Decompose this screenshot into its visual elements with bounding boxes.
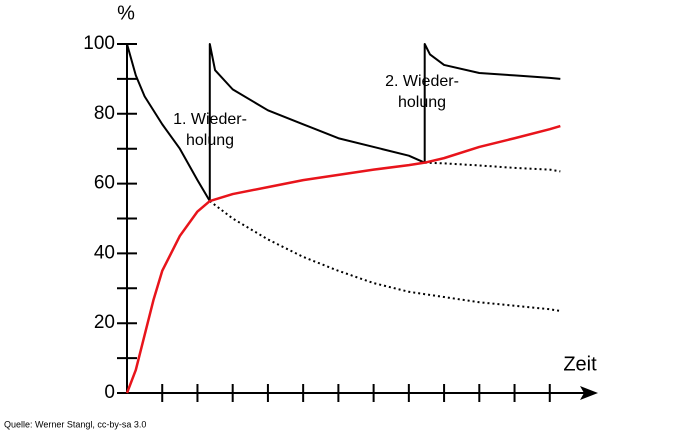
- curve: [125, 124, 561, 394]
- y-tick-label: 20: [94, 312, 115, 333]
- annotation: holung: [398, 94, 446, 111]
- x-axis-label: Zeit: [563, 353, 597, 375]
- annotation: holung: [186, 132, 234, 149]
- curve: [126, 43, 211, 202]
- source: Quelle: Werner Stangl, cc-by-sa 3.0: [4, 419, 146, 429]
- dotted-curve: [209, 200, 561, 312]
- curve: [423, 43, 561, 163]
- dotted-curve: [424, 161, 561, 173]
- annotation: 2. Wieder-: [385, 73, 459, 90]
- y-tick-label: 0: [104, 382, 115, 403]
- y-tick-label: 60: [94, 173, 115, 194]
- x-axis-arrow: [580, 386, 598, 400]
- y-tick-label: 80: [94, 103, 115, 124]
- annotation: 1. Wieder-: [173, 111, 247, 128]
- y-tick-label: 100: [83, 33, 115, 54]
- y-axis-label: %: [117, 2, 135, 24]
- y-tick-label: 40: [94, 242, 115, 263]
- curve: [208, 43, 426, 202]
